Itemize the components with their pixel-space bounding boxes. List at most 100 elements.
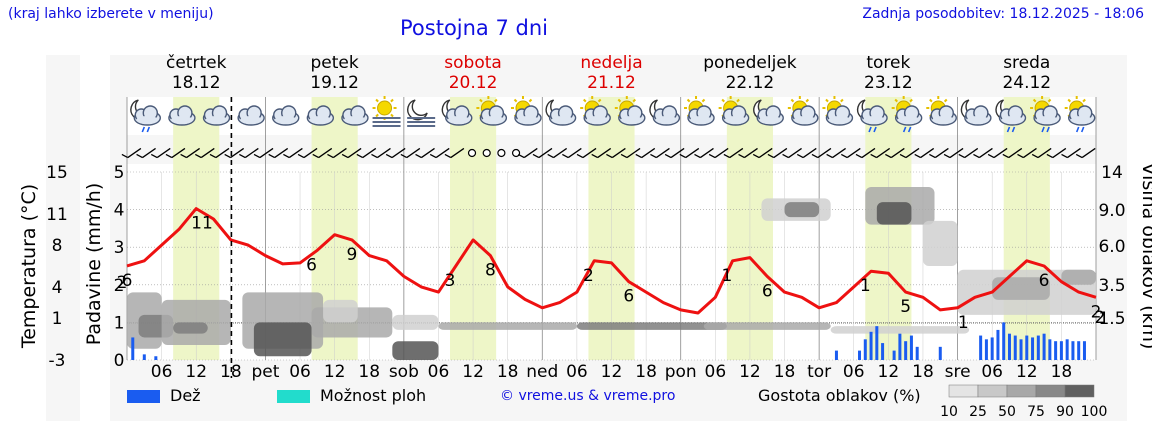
barb-feather (870, 153, 877, 159)
barb-shaft (391, 147, 406, 159)
cloud-fill (240, 116, 263, 124)
barb-shaft (200, 147, 215, 159)
cloud-fill (482, 116, 505, 124)
sun-ray (617, 98, 622, 103)
barb-shaft (421, 147, 435, 159)
rain-bar (984, 339, 988, 360)
rain-bar (1013, 335, 1017, 360)
barb-feather (356, 153, 364, 159)
cloud-density-title: Gostota oblakov (%) (758, 386, 921, 405)
x-tick-label: 06 (566, 362, 588, 382)
wind-barb-icon (121, 147, 142, 159)
temperature-tick: 8 (52, 236, 63, 256)
wind-barb-icon (312, 147, 333, 159)
wind-barb-icon (400, 147, 421, 159)
x-tick-label: 06 (705, 362, 727, 382)
barb-feather (1031, 153, 1039, 159)
legend-rain-label: Dež (170, 386, 201, 405)
legend-thunder: Možnost ploh (277, 386, 426, 405)
day-date: 18.12 (171, 73, 221, 93)
x-tick-label: 12 (462, 362, 484, 382)
calm-wind-icon (482, 148, 491, 158)
barb-feather (796, 153, 804, 159)
day-name: torek (866, 53, 911, 73)
sun-cloud-icon (787, 96, 819, 126)
wind-barb-icon (899, 147, 920, 159)
location-hint[interactable]: (kraj lahko izberete v meniju) (8, 6, 214, 22)
barb-shaft (1008, 147, 1023, 159)
rain-bar (904, 341, 908, 360)
wind-barb-icon (209, 147, 230, 159)
sun-ray (909, 98, 913, 103)
wind-barb-icon (150, 147, 171, 159)
last-update: Zadnja posodobitev: 18.12.2025 - 18:06 (862, 6, 1144, 22)
cloud-cell (576, 322, 727, 330)
rain-drop (1075, 126, 1080, 133)
sun-ray (943, 98, 948, 103)
barb-feather (899, 153, 907, 159)
sun-ray (583, 98, 587, 103)
wind-barb-icon (811, 147, 832, 159)
barb-feather (415, 153, 422, 159)
barb-shaft (861, 147, 876, 159)
sun-ray (894, 98, 899, 103)
wind-barb-icon (855, 147, 876, 159)
rain-bar (915, 346, 919, 360)
density-level-label: 50 (998, 404, 1016, 420)
sun-rain-icon (891, 96, 923, 133)
sun-cloud-icon (476, 96, 508, 126)
density-level-label: 90 (1056, 404, 1074, 420)
x-tick-label: 06 (981, 362, 1003, 382)
rain-bar (1048, 339, 1052, 360)
copyright-link[interactable]: © vreme.us & vreme.pro (500, 388, 676, 404)
barb-shaft (318, 147, 333, 159)
moon-rain-icon (130, 99, 162, 133)
left-axis-panel (46, 55, 80, 421)
barb-shaft (362, 147, 377, 159)
barb-feather (664, 153, 672, 159)
barb-feather (268, 153, 275, 159)
cloud-fill (274, 116, 297, 124)
barb-feather (929, 153, 936, 159)
x-tick-label: 12 (324, 362, 346, 382)
rain-bar (1025, 335, 1029, 360)
barb-shaft (758, 147, 773, 159)
density-swatch (1035, 384, 1066, 398)
barb-shaft (142, 147, 156, 159)
wind-barb-icon (1075, 147, 1096, 159)
barb-shaft (156, 147, 171, 159)
moon-cloud-icon (441, 99, 473, 126)
barb-feather (194, 153, 202, 159)
barb-feather (679, 153, 687, 159)
rain-bar (990, 337, 994, 360)
day-date: 20.12 (448, 73, 498, 93)
barb-feather (723, 153, 731, 159)
precipitation-tick: 5 (114, 163, 125, 183)
precipitation-tick: 3 (114, 238, 125, 258)
density-swatch (1006, 384, 1037, 398)
cloud-height-tick: 6.0 (1098, 237, 1125, 257)
barb-feather (1075, 153, 1083, 159)
wind-barb-icon (958, 147, 979, 159)
barb-feather (782, 153, 789, 159)
moon-rain-icon (856, 99, 888, 133)
barb-feather (1061, 153, 1068, 159)
cloudy-icon (168, 105, 196, 126)
barb-feather (635, 153, 642, 159)
temperature-axis-label: Temperatura (°C) (18, 184, 40, 349)
barb-feather (180, 153, 187, 159)
barb-shaft (890, 147, 905, 159)
barb-shaft (244, 147, 259, 159)
cloudy-icon (202, 105, 231, 126)
barb-feather (958, 153, 965, 159)
rain-drop (1080, 126, 1085, 133)
sun-cloud-icon (614, 96, 646, 126)
x-tick-label: 18 (220, 362, 242, 382)
x-tick-label: 12 (185, 362, 207, 382)
barb-feather (283, 153, 290, 159)
rain-bar (1019, 339, 1023, 360)
thunder-swatch (277, 390, 310, 403)
rain-drop (868, 126, 872, 133)
barb-feather (767, 153, 775, 159)
barb-feather (400, 153, 408, 159)
